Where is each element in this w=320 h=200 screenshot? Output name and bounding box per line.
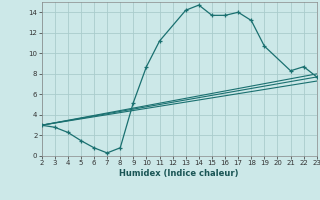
X-axis label: Humidex (Indice chaleur): Humidex (Indice chaleur) <box>119 169 239 178</box>
